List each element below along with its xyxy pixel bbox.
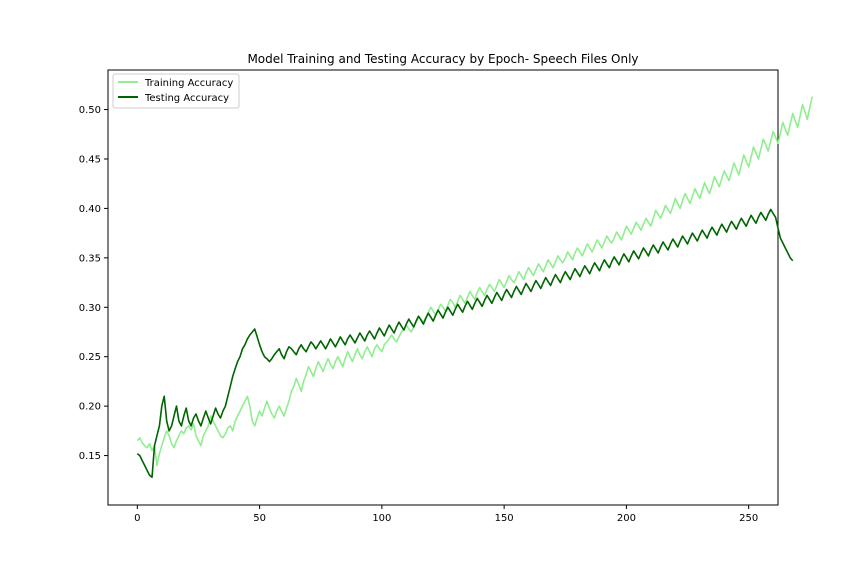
legend-label-testing: Testing Accuracy [144, 93, 229, 104]
plot-frame [107, 69, 779, 506]
x-tick-label: 50 [253, 513, 266, 524]
legend: Training Accuracy Testing Accuracy [112, 73, 240, 109]
x-tick-label: 250 [739, 513, 758, 524]
y-tick-label: 0.40 [79, 204, 101, 215]
x-tick-label: 0 [134, 513, 140, 524]
y-tick-label: 0.50 [79, 105, 101, 116]
x-tick-label: 100 [372, 513, 391, 524]
y-tick-label: 0.25 [79, 352, 101, 363]
legend-label-training: Training Accuracy [144, 78, 233, 89]
legend-box [112, 73, 240, 109]
x-axis: 0 50 100 150 200 250 [134, 505, 758, 524]
x-tick-label: 200 [617, 513, 636, 524]
y-tick-label: 0.15 [79, 451, 101, 462]
training-accuracy-line [136, 96, 813, 467]
y-axis: 0.15 0.20 0.25 0.30 0.35 0.40 0.45 0.50 [79, 105, 108, 462]
y-tick-label: 0.30 [79, 303, 101, 314]
chart-title: Model Training and Testing Accuracy by E… [247, 52, 638, 66]
testing-accuracy-line [136, 208, 794, 479]
x-tick-label: 150 [495, 513, 514, 524]
y-tick-label: 0.35 [79, 253, 101, 264]
y-tick-label: 0.20 [79, 402, 101, 413]
y-tick-label: 0.45 [79, 154, 101, 165]
series-lines [136, 96, 813, 479]
